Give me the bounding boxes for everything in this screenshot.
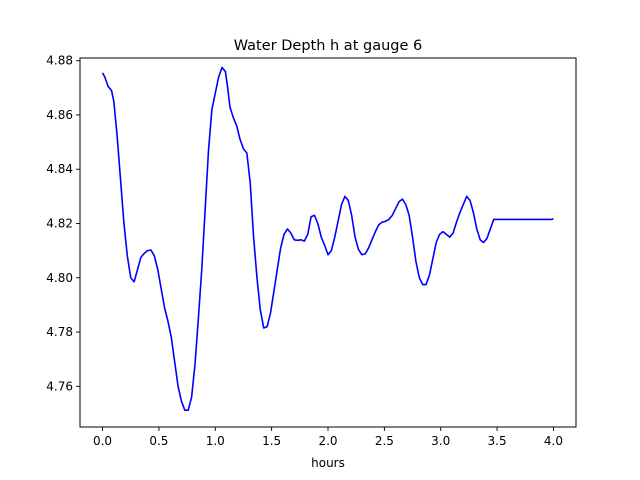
plot-area bbox=[80, 58, 576, 427]
x-tick-label: 3.0 bbox=[431, 434, 450, 448]
x-tick-label: 1.0 bbox=[206, 434, 225, 448]
y-tick-label: 4.78 bbox=[46, 325, 73, 339]
x-tick-label: 0.0 bbox=[93, 434, 112, 448]
y-tick-label: 4.84 bbox=[46, 162, 73, 176]
y-tick-label: 4.88 bbox=[46, 54, 73, 68]
x-axis-label: hours bbox=[311, 456, 345, 470]
series-layer bbox=[101, 66, 554, 411]
x-tick-label: 2.5 bbox=[375, 434, 394, 448]
y-tick-label: 4.76 bbox=[46, 379, 73, 393]
x-tick-label: 2.0 bbox=[318, 434, 337, 448]
x-axis: 0.0 0.5 1.0 1.5 2.0 2.5 3.0 3.5 4.0 bbox=[93, 427, 563, 448]
x-tick-label: 4.0 bbox=[544, 434, 563, 448]
x-tick-label: 3.5 bbox=[488, 434, 507, 448]
y-tick-label: 4.82 bbox=[46, 217, 73, 231]
x-tick-label: 1.5 bbox=[262, 434, 281, 448]
y-tick-label: 4.86 bbox=[46, 108, 73, 122]
y-axis: 4.76 4.78 4.80 4.82 4.84 4.86 4.88 bbox=[46, 54, 80, 393]
chart-title: Water Depth h at gauge 6 bbox=[234, 38, 422, 54]
y-tick-label: 4.80 bbox=[46, 271, 73, 285]
series-line-0 bbox=[101, 66, 554, 411]
x-tick-label: 0.5 bbox=[149, 434, 168, 448]
